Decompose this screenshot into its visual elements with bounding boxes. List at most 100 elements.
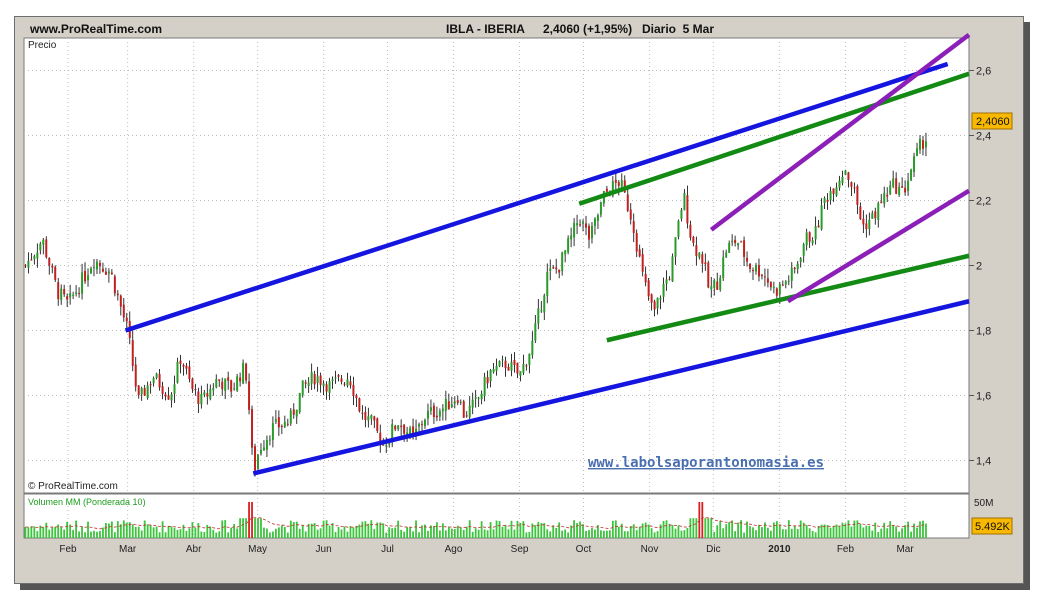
candle-up [674, 237, 677, 257]
candle-up [728, 243, 731, 253]
candle-down [125, 317, 128, 322]
candle-up [334, 377, 337, 379]
volume-bar [513, 529, 516, 538]
volume-bar [280, 525, 283, 538]
volume-bar [334, 532, 337, 538]
volume-bar [579, 521, 581, 538]
volume-bar [185, 530, 188, 538]
volume-bar [528, 532, 531, 538]
candle-down [856, 186, 859, 205]
candle-down [886, 194, 889, 197]
candle-down [525, 365, 528, 367]
candle-up [913, 156, 916, 172]
volume-bar [680, 530, 683, 538]
candle-up [590, 225, 593, 239]
volume-bar [775, 521, 778, 538]
candle-down [218, 379, 221, 381]
candle-down [587, 226, 590, 240]
candle-up [787, 280, 790, 282]
candle-up [919, 139, 921, 150]
candle-down [191, 378, 194, 390]
volume-bar [218, 531, 221, 538]
candle-down [304, 382, 307, 384]
candle-up [510, 361, 513, 371]
candle-down [355, 395, 358, 399]
volume-bar [710, 518, 713, 538]
volume-bar [194, 527, 197, 538]
volume-bar [725, 524, 728, 538]
volume-bar [110, 521, 113, 538]
candle-up [146, 385, 149, 398]
volume-bar [203, 531, 206, 538]
candle-down [632, 221, 635, 233]
volume-bar [289, 520, 292, 538]
candle-up [561, 252, 564, 272]
volume-bar [63, 529, 66, 538]
volume-bar [793, 526, 796, 538]
last-volume-badge [971, 517, 1013, 535]
candle-up [236, 376, 239, 391]
candle-up [370, 415, 373, 419]
volume-bar [695, 518, 698, 538]
volume-bar [239, 518, 242, 538]
candle-down [862, 218, 865, 225]
candle-up [415, 428, 418, 434]
candle-down [164, 394, 167, 397]
volume-bar [588, 530, 590, 538]
volume-bar [307, 523, 310, 538]
volume-bar [176, 529, 179, 538]
candle-down [921, 140, 924, 149]
volume-bar [438, 530, 441, 538]
x-tick-label: Abr [186, 544, 202, 555]
candle-up [480, 393, 483, 400]
candle-down [66, 296, 69, 300]
volume-bar [734, 531, 737, 538]
candle-down [197, 391, 200, 405]
volume-bar [567, 532, 570, 538]
volume-bar [543, 523, 546, 538]
volume-bar [617, 526, 620, 538]
volume-bar [671, 524, 674, 538]
candle-up [549, 268, 552, 271]
volume-bar [790, 528, 793, 538]
candle-up [459, 401, 462, 403]
volume-bar [415, 520, 417, 538]
y-tick-label: 2,6 [976, 66, 991, 78]
candle-down [122, 304, 125, 318]
volume-bar [662, 520, 665, 538]
volume-bar [113, 532, 116, 538]
candle-down [865, 223, 868, 230]
volume-bar [33, 526, 36, 538]
volume-bar [474, 528, 477, 538]
candle-down [605, 188, 608, 192]
volume-bar [880, 528, 883, 538]
volume-bar [233, 524, 236, 538]
volume-bar [546, 529, 549, 538]
watermark-link[interactable]: www.labolsaporantonomasia.es [588, 455, 824, 471]
candle-up [200, 394, 203, 405]
candle-up [453, 401, 456, 404]
volume-bar [337, 527, 340, 538]
volume-bar [209, 526, 212, 538]
candle-down [230, 380, 233, 392]
blue-trendline [124, 61, 949, 333]
site-name[interactable]: www.ProRealTime.com [30, 22, 163, 36]
volume-bar [772, 522, 775, 538]
candle-down [400, 425, 403, 428]
candle-down [456, 400, 459, 403]
candle-down [185, 365, 188, 369]
volume-bar [716, 525, 719, 538]
volume-bar [853, 520, 856, 538]
candle-up [519, 371, 522, 376]
candle-down [340, 378, 343, 382]
candle-down [617, 182, 620, 186]
volume-bar [740, 520, 742, 538]
volume-bar [197, 523, 200, 538]
candle-up [75, 292, 78, 294]
candle-down [486, 376, 489, 384]
candle-up [778, 283, 781, 295]
volume-bar [480, 521, 483, 538]
volume-bar [358, 524, 361, 538]
volume-bar [30, 526, 33, 538]
candle-down [364, 412, 367, 420]
